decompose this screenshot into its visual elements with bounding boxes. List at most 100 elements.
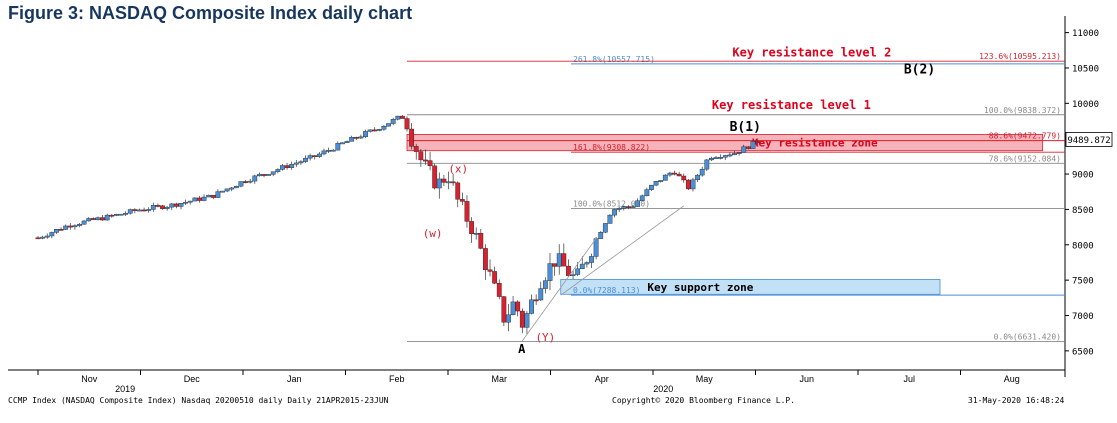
candle-body	[284, 165, 290, 168]
candle-body	[192, 197, 198, 202]
candle-body	[77, 224, 82, 226]
fib-level-label: 0.0%(6631.420)	[994, 333, 1061, 342]
y-tick-label: 11000	[1072, 29, 1099, 39]
candle-body	[713, 157, 719, 159]
candle-body	[95, 217, 101, 220]
fib-level-label: 123.6%(10595.213)	[979, 52, 1061, 61]
x-month-label: Jan	[287, 374, 302, 384]
candle-body	[676, 173, 682, 177]
x-month-label: Jul	[903, 374, 915, 384]
candle-body	[86, 218, 92, 222]
candle-body	[169, 203, 175, 208]
candle-body	[501, 296, 507, 323]
y-tick-label: 10500	[1072, 64, 1099, 74]
candle-body	[413, 146, 419, 152]
candle-body	[450, 181, 456, 184]
candle-body	[487, 269, 493, 272]
candle-body	[681, 175, 687, 181]
candle-body	[141, 209, 147, 212]
candle-body	[464, 201, 470, 222]
candle-body	[137, 209, 142, 212]
candle-body	[349, 137, 355, 142]
candle-body	[570, 274, 576, 276]
candle-body	[307, 155, 313, 159]
footer-timestamp: 31-May-2020 16:48:24	[968, 396, 1065, 405]
wave-annotation: (Y)	[535, 331, 555, 344]
candle-body	[67, 225, 73, 228]
candle-body	[390, 118, 396, 124]
candle-body	[506, 314, 511, 323]
candle-body	[589, 256, 594, 263]
candle-body	[722, 155, 728, 158]
candle-body	[335, 143, 341, 151]
candle-body	[727, 154, 733, 157]
candles-group	[35, 114, 760, 334]
candle-body	[732, 153, 737, 156]
candle-body	[104, 214, 110, 221]
candle-body	[160, 205, 165, 209]
candle-body	[709, 157, 714, 161]
candle-body	[542, 280, 548, 289]
x-month-label: Dec	[184, 374, 201, 384]
candle-body	[35, 237, 41, 240]
candle-body	[58, 229, 64, 231]
candle-body	[745, 146, 751, 149]
candle-body	[257, 174, 262, 177]
zone-rect	[406, 134, 1043, 152]
candle-body	[423, 159, 428, 162]
candle-body	[367, 129, 373, 132]
candle-body	[270, 171, 276, 175]
fib-level-label: 261.8%(10557.715)	[573, 55, 655, 64]
candle-body	[662, 174, 668, 181]
x-month-label: Aug	[1004, 374, 1020, 384]
candle-body	[100, 217, 105, 221]
candle-body	[114, 213, 119, 216]
wave-line	[560, 205, 684, 296]
candle-body	[602, 223, 608, 233]
fib-level-label: 100.0%(9838.372)	[984, 106, 1061, 115]
candle-body	[312, 155, 318, 157]
candle-body	[427, 160, 433, 167]
y-tick-label: 8500	[1072, 206, 1094, 216]
candle-body	[210, 194, 216, 198]
candle-body	[510, 301, 516, 315]
candle-body	[630, 206, 636, 208]
y-tick-label: 7000	[1072, 312, 1094, 322]
candle-body	[552, 263, 558, 267]
candle-body	[243, 181, 248, 183]
candle-body	[49, 232, 55, 237]
candle-body	[372, 129, 378, 132]
candle-body	[266, 174, 272, 176]
candle-body	[556, 253, 562, 267]
candle-body	[293, 162, 299, 165]
candle-body	[109, 214, 115, 217]
candle-body	[685, 179, 691, 190]
candle-body	[178, 203, 184, 207]
candle-body	[566, 265, 571, 276]
x-month-label: Mar	[492, 374, 508, 384]
fib-level-label: 161.8%(9308.822)	[573, 143, 650, 152]
candle-body	[201, 196, 207, 201]
candle-body	[699, 168, 705, 176]
candle-body	[54, 229, 59, 233]
candle-body	[658, 180, 664, 182]
candle-body	[639, 195, 645, 201]
x-month-label: Nov	[81, 374, 98, 384]
candle-body	[233, 185, 239, 189]
candle-body	[667, 172, 673, 176]
candle-body	[404, 118, 410, 130]
candle-body	[441, 178, 447, 183]
candle-body	[146, 209, 152, 211]
candle-body	[183, 201, 188, 204]
candle-body	[303, 157, 308, 162]
candle-body	[399, 115, 405, 119]
candle-body	[224, 188, 230, 192]
candle-body	[344, 141, 350, 143]
candle-body	[247, 180, 253, 183]
candle-body	[593, 238, 599, 257]
candle-body	[90, 218, 96, 220]
zone-label: Key resistance zone	[752, 137, 878, 150]
wave-line	[521, 237, 597, 342]
x-month-label: Apr	[595, 374, 609, 384]
